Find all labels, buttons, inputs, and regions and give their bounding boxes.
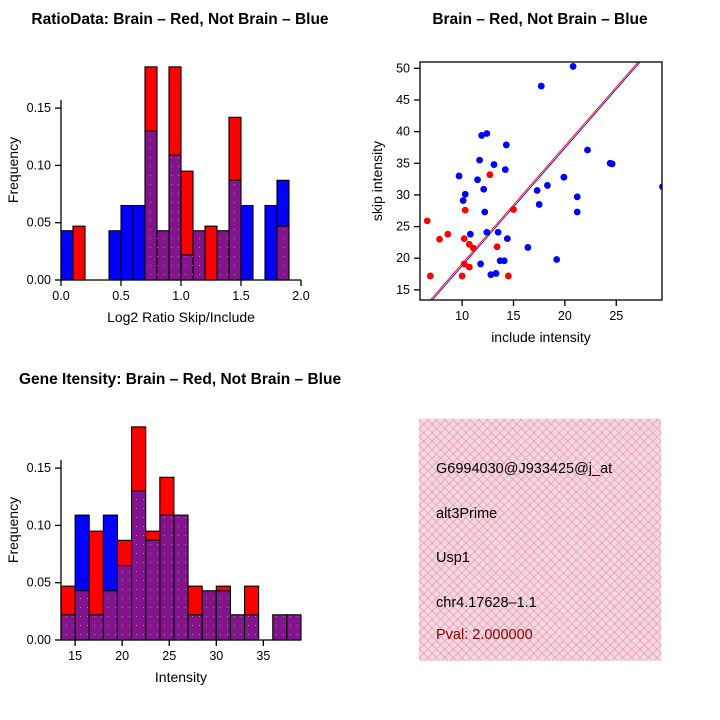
svg-text:Frequency: Frequency <box>5 497 21 563</box>
svg-text:40: 40 <box>396 125 410 139</box>
svg-text:45: 45 <box>396 93 410 107</box>
svg-text:0.10: 0.10 <box>27 158 51 172</box>
svg-text:25: 25 <box>396 220 410 234</box>
svg-text:skip intensity: skip intensity <box>369 141 385 221</box>
svg-text:25: 25 <box>609 309 623 323</box>
svg-text:0.15: 0.15 <box>27 101 51 115</box>
svg-text:10: 10 <box>455 309 469 323</box>
svg-text:30: 30 <box>396 188 410 202</box>
svg-text:0.10: 0.10 <box>27 518 51 532</box>
svg-text:20: 20 <box>558 309 572 323</box>
svg-text:20: 20 <box>115 649 129 663</box>
svg-text:Log2 Ratio Skip/Include: Log2 Ratio Skip/Include <box>107 309 255 325</box>
svg-text:30: 30 <box>209 649 223 663</box>
svg-text:35: 35 <box>256 649 270 663</box>
svg-text:1.0: 1.0 <box>172 289 189 303</box>
svg-text:Intensity: Intensity <box>155 669 207 685</box>
svg-text:0.00: 0.00 <box>27 273 51 287</box>
svg-text:0.5: 0.5 <box>112 289 129 303</box>
svg-text:Usp1: Usp1 <box>436 550 470 566</box>
svg-text:G6994030@J933425@j_at: G6994030@J933425@j_at <box>436 461 612 477</box>
svg-text:chr4.17628–1.1: chr4.17628–1.1 <box>436 595 537 611</box>
svg-text:Frequency: Frequency <box>5 137 21 203</box>
svg-text:20: 20 <box>396 251 410 265</box>
svg-text:include intensity: include intensity <box>491 329 591 345</box>
svg-text:Pval: 2.000000: Pval: 2.000000 <box>436 627 533 643</box>
svg-text:15: 15 <box>396 283 410 297</box>
svg-text:15: 15 <box>68 649 82 663</box>
svg-text:0.15: 0.15 <box>27 461 51 475</box>
svg-text:25: 25 <box>162 649 176 663</box>
svg-text:15: 15 <box>507 309 521 323</box>
svg-text:0.05: 0.05 <box>27 576 51 590</box>
svg-text:0.0: 0.0 <box>52 289 69 303</box>
svg-text:alt3Prime: alt3Prime <box>436 506 497 522</box>
svg-text:1.5: 1.5 <box>232 289 249 303</box>
svg-text:0.05: 0.05 <box>27 216 51 230</box>
svg-text:35: 35 <box>396 156 410 170</box>
svg-text:0.00: 0.00 <box>27 633 51 647</box>
svg-text:50: 50 <box>396 61 410 75</box>
svg-text:2.0: 2.0 <box>292 289 309 303</box>
